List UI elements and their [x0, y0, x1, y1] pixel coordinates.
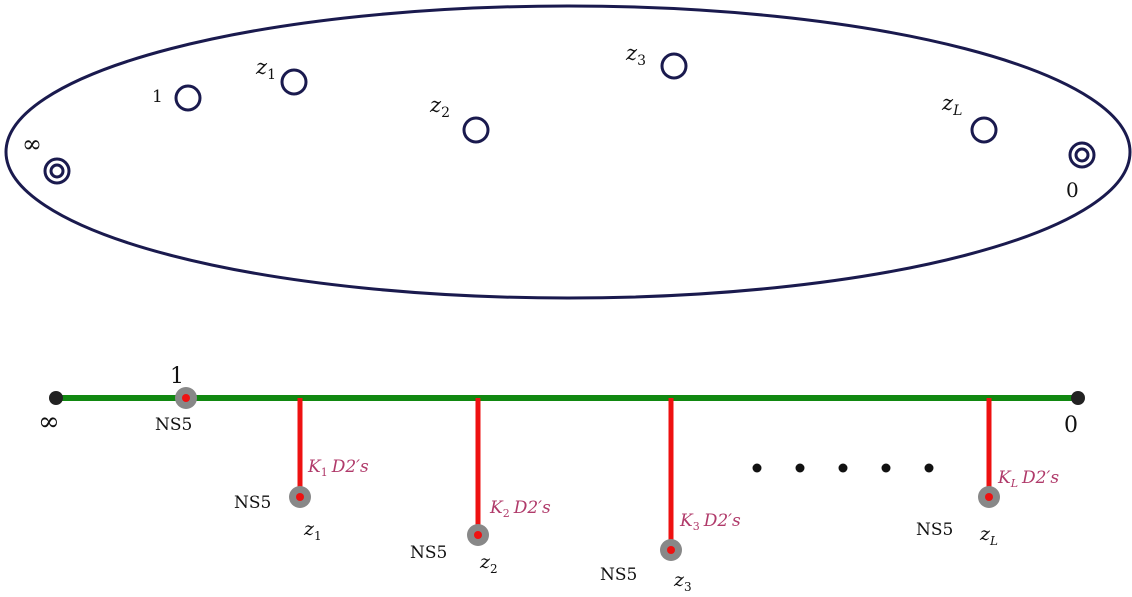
one-brane-label: 1 [170, 364, 184, 389]
zL-label: zL [941, 91, 962, 119]
left-end-point [49, 391, 63, 405]
z3-puncture [660, 52, 688, 80]
sphere-ellipse [4, 4, 1132, 300]
one-puncture [174, 84, 202, 112]
z3-label: z3 [625, 41, 646, 69]
one-label: 1 [152, 87, 163, 107]
d2-label-3: K3 D2′s [679, 511, 741, 533]
ns5-label-z3: NS5 [600, 565, 637, 585]
z1-puncture [280, 68, 308, 96]
right-end-label: 0 [1064, 413, 1078, 438]
ns5-brane-z3 [660, 539, 682, 561]
ns5-label-one: NS5 [155, 415, 192, 435]
ns5-brane-z2 [467, 524, 489, 546]
infinity-puncture-icon [43, 157, 71, 185]
z1-label: z1 [255, 55, 276, 83]
ns5-label-z2: NS5 [410, 543, 447, 563]
ns5-brane-z1 [289, 486, 311, 508]
z2-puncture [462, 116, 490, 144]
zero-puncture-icon [1068, 141, 1096, 169]
ns5-label-z1: NS5 [234, 493, 271, 513]
d2-label-1: K1 D2′s [307, 457, 369, 479]
riemann-sphere: ∞ 1 z1 z2 z3 zL 0 [4, 4, 1132, 300]
ns5-brane-zL [978, 486, 1000, 508]
d2-label-L: KL D2′s [997, 468, 1059, 490]
z2-brane-label: z2 [479, 551, 498, 576]
brane-diagram: ∞ 0 1 NS5 K1 D2′s NS5 z1 K2 D2′s N [38, 364, 1085, 594]
zL-brane-label: zL [979, 523, 998, 548]
ns5-brane-one [175, 387, 197, 409]
zL-puncture [970, 116, 998, 144]
left-end-label: ∞ [38, 407, 60, 437]
z3-brane-label: z3 [673, 569, 692, 594]
ellipsis-dots [752, 463, 934, 473]
zero-label: 0 [1066, 178, 1079, 202]
infinity-label: ∞ [22, 130, 42, 158]
right-end-point [1071, 391, 1085, 405]
d2-label-2: K2 D2′s [489, 498, 551, 520]
z1-brane-label: z1 [303, 518, 322, 543]
z2-label: z2 [429, 93, 450, 121]
ns5-label-zL: NS5 [916, 520, 953, 540]
